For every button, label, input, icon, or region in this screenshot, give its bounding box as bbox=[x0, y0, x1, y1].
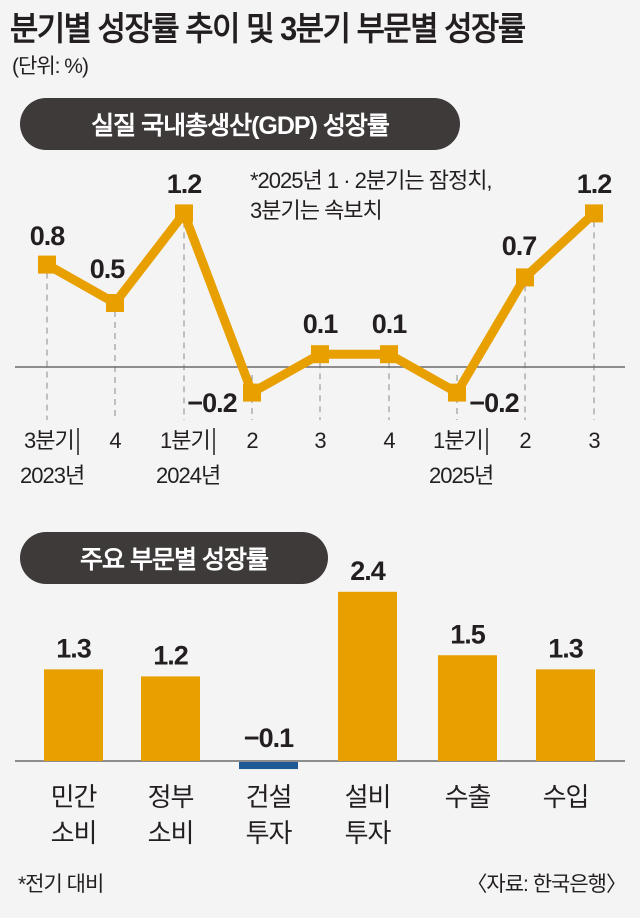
unit-label: (단위: %) bbox=[12, 55, 89, 78]
year-label: 2024년 bbox=[156, 463, 220, 488]
bar-category-label: 소비 bbox=[51, 818, 97, 848]
bar-value-label: 1.3 bbox=[548, 633, 584, 663]
gdp-line-chart: 0.8 0.5 1.2 −0.2 0.1 0.1 −0.2 0.7 1.2 3분기 4 1분기 2 3 4 1… bbox=[15, 169, 625, 488]
bar-value-label: −0.1 bbox=[244, 723, 294, 753]
note-line-2: 3분기는 속보치 bbox=[250, 198, 383, 223]
x-tick-label: 3 bbox=[588, 428, 600, 453]
data-point-marker bbox=[516, 268, 534, 287]
bar-category-label: 정부 bbox=[148, 782, 194, 812]
bar-category-label: 수출 bbox=[445, 782, 491, 812]
footnote: *전기 대비 bbox=[18, 873, 104, 896]
data-point-marker bbox=[448, 383, 466, 402]
year-label: 2025년 bbox=[429, 463, 493, 488]
value-label: 0.1 bbox=[303, 309, 339, 339]
note-line-1: *2025년 1 · 2분기는 잠정치, bbox=[250, 168, 493, 193]
x-tick-label: 4 bbox=[109, 428, 121, 453]
bar bbox=[141, 676, 200, 761]
bar-category-label: 건설 bbox=[246, 782, 292, 812]
data-point-marker bbox=[243, 383, 261, 402]
bar bbox=[338, 591, 397, 761]
x-tick-label: 2 bbox=[519, 428, 531, 453]
chart-title: 분기별 성장률 추이 및 3분기 부문별 성장률 bbox=[10, 10, 526, 47]
bar-category-label: 투자 bbox=[246, 818, 293, 848]
value-label: 0.7 bbox=[502, 231, 537, 261]
bar-category-label: 투자 bbox=[345, 818, 392, 848]
bar-value-label: 1.2 bbox=[153, 640, 188, 670]
x-tick-label: 1분기 bbox=[433, 428, 483, 453]
bar-value-label: 1.3 bbox=[56, 633, 92, 663]
bar bbox=[44, 669, 103, 761]
value-label: 0.1 bbox=[372, 309, 408, 339]
bar bbox=[536, 669, 595, 761]
bar-category-label: 수입 bbox=[543, 782, 589, 812]
x-tick-label: 3 bbox=[314, 428, 326, 453]
bar-value-label: 2.4 bbox=[350, 556, 386, 586]
bar-value-label: 1.5 bbox=[450, 619, 486, 649]
bar bbox=[239, 762, 298, 770]
x-tick-label: 4 bbox=[383, 428, 395, 453]
value-label: 1.2 bbox=[167, 169, 202, 199]
value-label: 0.5 bbox=[90, 254, 126, 284]
bar-category-label: 민간 bbox=[51, 782, 97, 812]
line-section-heading: 실질 국내총생산(GDP) 성장률 bbox=[20, 98, 460, 150]
data-point-marker bbox=[106, 294, 124, 312]
x-tick-label: 3분기 bbox=[24, 428, 74, 453]
source-label: 〈자료: 한국은행〉 bbox=[466, 873, 627, 896]
bar bbox=[438, 655, 497, 761]
bar-category-label: 설비 bbox=[345, 782, 391, 812]
provisional-note: *2025년 1 · 2분기는 잠정치, 3분기는 속보치 bbox=[250, 166, 493, 226]
data-point-marker bbox=[380, 345, 398, 364]
data-point-marker bbox=[585, 204, 603, 223]
data-point-marker bbox=[175, 204, 193, 223]
bar-category-label: 소비 bbox=[148, 818, 194, 848]
value-label: −0.2 bbox=[469, 388, 518, 418]
data-point-marker bbox=[311, 345, 329, 364]
value-label: 0.8 bbox=[30, 221, 66, 251]
value-label: 1.2 bbox=[577, 169, 612, 199]
x-tick-label: 2 bbox=[246, 428, 258, 453]
year-label: 2023년 bbox=[20, 463, 84, 488]
value-label: −0.2 bbox=[187, 388, 236, 418]
data-point-marker bbox=[38, 255, 56, 274]
x-tick-label: 1분기 bbox=[160, 428, 210, 453]
bar-section-heading: 주요 부문별 성장률 bbox=[20, 532, 328, 584]
